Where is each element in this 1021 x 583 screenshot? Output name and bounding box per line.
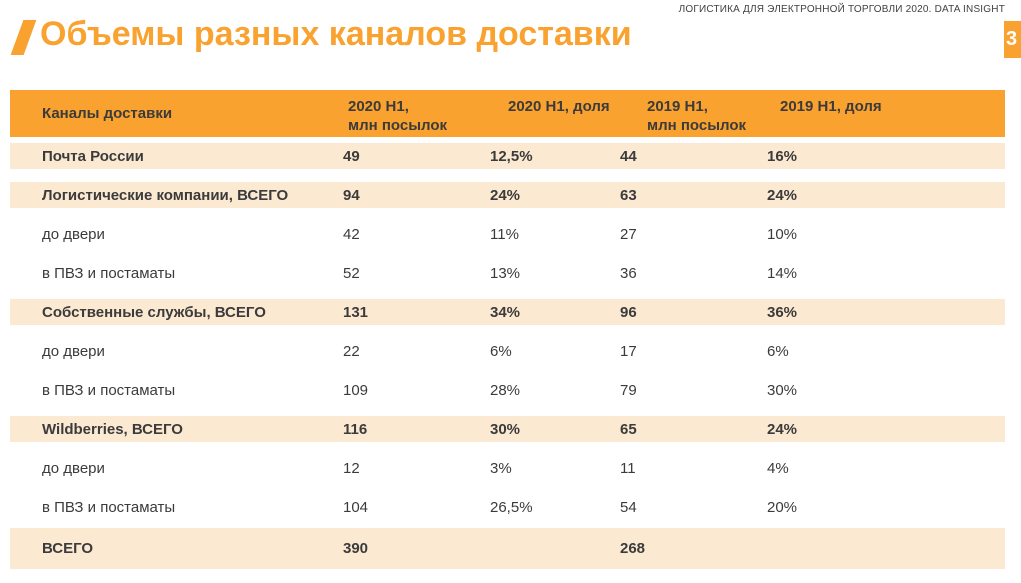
value-cell: 6%	[767, 342, 789, 360]
row-label: в ПВЗ и постаматы	[42, 264, 176, 282]
value-cell: 26,5%	[490, 498, 533, 516]
value-cell: 109	[343, 381, 369, 399]
value-cell: 6%	[490, 342, 512, 360]
value-cell: 27	[620, 225, 637, 243]
table-row-total: ВСЕГО 390 268	[10, 528, 1005, 569]
value-cell: 390	[343, 540, 369, 557]
value-cell: 94	[343, 186, 360, 204]
value-cell: 28%	[490, 381, 521, 399]
row-label: до двери	[42, 225, 105, 243]
table-row: до двери 42 11% 27 10%	[10, 221, 1005, 247]
value-cell: 24%	[767, 420, 798, 438]
value-cell: 268	[620, 540, 646, 557]
value-cell: 20%	[767, 498, 798, 516]
value-cell: 34%	[490, 303, 521, 321]
page-number: 3	[1006, 28, 1018, 50]
table-row: Логистические компании, ВСЕГО 94 24% 63 …	[10, 182, 1005, 208]
value-cell: 4%	[767, 459, 789, 477]
value-cell: 54	[620, 498, 637, 516]
table-row: в ПВЗ и постаматы 109 28% 79 30%	[10, 377, 1005, 403]
value-cell: 12	[343, 459, 360, 477]
column-header-channels: Каналы доставки	[42, 105, 173, 122]
value-cell: 24%	[490, 186, 521, 204]
value-cell: 10%	[767, 225, 798, 243]
table-row: до двери 22 6% 17 6%	[10, 338, 1005, 364]
value-cell: 14%	[767, 264, 798, 282]
column-header-2020-volume: 2020 H1, млн посылок	[348, 98, 448, 134]
value-cell: 30%	[490, 420, 521, 438]
table-row: до двери 12 3% 11 4%	[10, 455, 1005, 481]
value-cell: 63	[620, 186, 637, 204]
row-label: в ПВЗ и постаматы	[42, 381, 176, 399]
column-header-2020-share: 2020 H1, доля	[508, 98, 610, 115]
value-cell: 22	[343, 342, 360, 360]
row-label: Логистические компании, ВСЕГО	[42, 186, 289, 204]
value-cell: 16%	[767, 147, 798, 165]
row-label: ВСЕГО	[42, 540, 94, 557]
column-header-2019-share: 2019 H1, доля	[780, 98, 882, 115]
table-row: Wildberries, ВСЕГО 116 30% 65 24%	[10, 416, 1005, 442]
value-cell: 36	[620, 264, 637, 282]
value-cell: 24%	[767, 186, 798, 204]
page-title: Объемы разных каналов доставки	[40, 15, 632, 53]
table-row: Почта России 49 12,5% 44 16%	[10, 143, 1005, 169]
value-cell: 44	[620, 147, 637, 165]
value-cell: 116	[343, 420, 368, 438]
value-cell: 12,5%	[490, 147, 533, 165]
value-cell: 17	[620, 342, 637, 360]
slash-icon	[10, 20, 37, 55]
page-number-badge: 3	[1004, 21, 1021, 58]
value-cell: 49	[343, 147, 360, 165]
report-header-text: ЛОГИСТИКА ДЛЯ ЭЛЕКТРОННОЙ ТОРГОВЛИ 2020.…	[678, 4, 1005, 15]
value-cell: 65	[620, 420, 637, 438]
table-row: в ПВЗ и постаматы 104 26,5% 54 20%	[10, 494, 1005, 520]
delivery-channels-table: Каналы доставки 2020 H1, млн посылок 202…	[10, 90, 1005, 569]
value-cell: 96	[620, 303, 637, 321]
value-cell: 104	[343, 498, 369, 516]
value-cell: 52	[343, 264, 360, 282]
row-label: Wildberries, ВСЕГО	[42, 420, 183, 438]
value-cell: 3%	[490, 459, 512, 477]
value-cell: 13%	[490, 264, 521, 282]
row-label: Собственные службы, ВСЕГО	[42, 303, 266, 321]
value-cell: 30%	[767, 381, 798, 399]
value-cell: 131	[343, 303, 369, 321]
title-bar: Объемы разных каналов доставки	[8, 14, 632, 55]
value-cell: 79	[620, 381, 637, 399]
value-cell: 36%	[767, 303, 798, 321]
row-label: до двери	[42, 342, 105, 360]
table-row: Собственные службы, ВСЕГО 131 34% 96 36%	[10, 299, 1005, 325]
table-header-row: Каналы доставки 2020 H1, млн посылок 202…	[10, 90, 1005, 137]
row-label: в ПВЗ и постаматы	[42, 498, 176, 516]
value-cell: 11%	[490, 225, 519, 243]
value-cell: 42	[343, 225, 360, 243]
row-label: до двери	[42, 459, 105, 477]
value-cell: 11	[620, 459, 636, 477]
table-row: в ПВЗ и постаматы 52 13% 36 14%	[10, 260, 1005, 286]
column-header-2019-volume: 2019 H1, млн посылок	[647, 98, 747, 134]
row-label: Почта России	[42, 147, 144, 165]
